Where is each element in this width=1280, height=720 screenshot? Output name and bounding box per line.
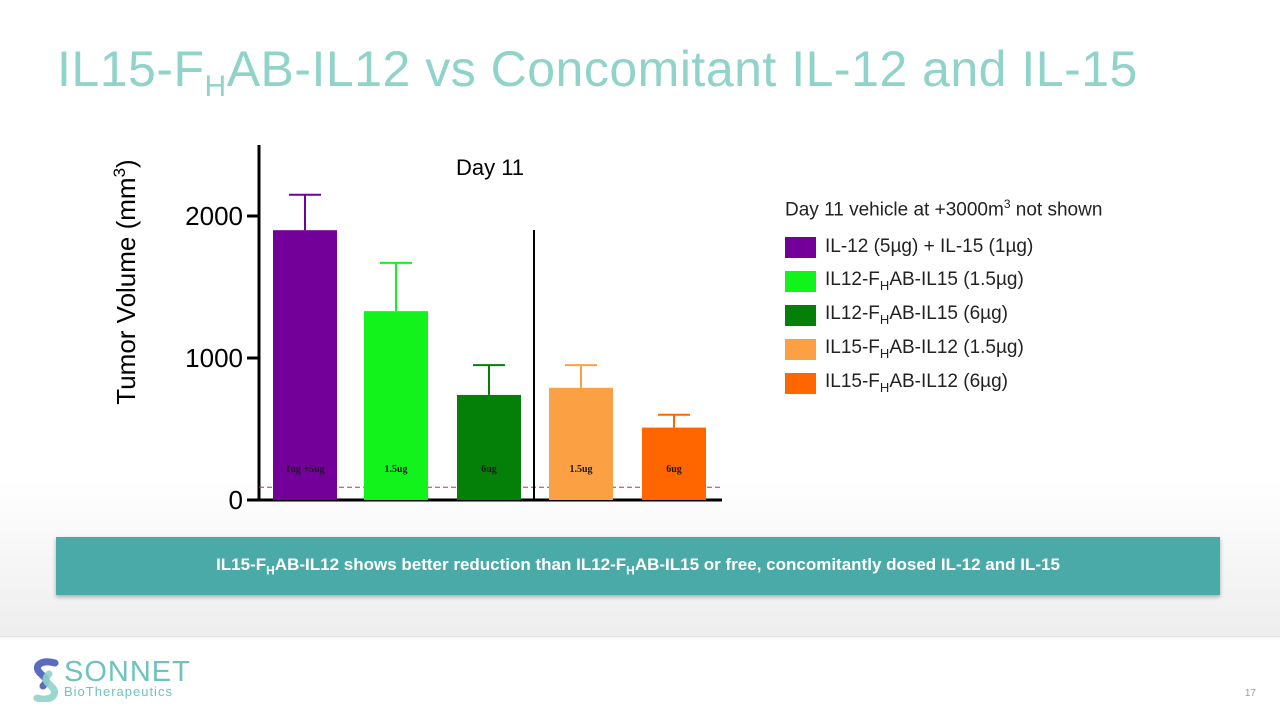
- legend-item: IL12-FHAB-IL15 (6µg): [785, 298, 1102, 332]
- bar-dose-label: 1ug +5ug: [285, 464, 324, 475]
- legend-swatch: [785, 236, 816, 258]
- y-axis-label: Tumor Volume (mm3): [110, 159, 141, 404]
- y-tick-label: 0: [229, 485, 243, 515]
- logo-subtitle: BioTherapeutics: [64, 684, 173, 699]
- slide-title: IL15-FHAB-IL12 vs Concomitant IL-12 and …: [57, 41, 1138, 103]
- company-logo: SONNET BioTherapeutics: [31, 656, 221, 703]
- legend-swatch: [785, 372, 816, 394]
- bar-dose-label: 6ug: [481, 464, 497, 475]
- bar-dose-label: 1.5ug: [384, 464, 407, 475]
- legend-item: IL-12 (5µg) + IL-15 (1µg): [785, 230, 1102, 264]
- legend-label: IL15-FHAB-IL12 (6µg): [825, 371, 1008, 396]
- legend-label: IL12-FHAB-IL15 (6µg): [825, 303, 1008, 328]
- logo-wordmark: SONNET: [64, 656, 191, 688]
- bar: [549, 387, 613, 500]
- bar-dose-label: 1.5ug: [569, 464, 592, 475]
- legend-item: IL15-FHAB-IL12 (1.5µg): [785, 332, 1102, 366]
- bar: [364, 311, 428, 500]
- legend-label: IL15-FHAB-IL12 (1.5µg): [825, 337, 1024, 362]
- footer-divider: [0, 636, 1280, 637]
- chart-legend: Day 11 vehicle at +3000m3 not shown IL-1…: [785, 197, 1102, 400]
- legend-note: Day 11 vehicle at +3000m3 not shown: [785, 197, 1103, 221]
- y-tick-label: 2000: [185, 201, 243, 231]
- legend-label: IL-12 (5µg) + IL-15 (1µg): [825, 236, 1034, 258]
- bar: [273, 230, 337, 500]
- legend-label: IL12-FHAB-IL15 (1.5µg): [825, 269, 1024, 294]
- chart-title: Day 11: [456, 155, 524, 180]
- legend-swatch: [785, 338, 816, 360]
- sonnet-s-logo-icon: [33, 658, 59, 703]
- legend-swatch: [785, 304, 816, 326]
- legend-item: IL12-FHAB-IL15 (1.5µg): [785, 264, 1102, 298]
- page-number: 17: [1244, 688, 1256, 699]
- conclusion-banner: IL15-FHAB-IL12 shows better reduction th…: [56, 537, 1220, 595]
- bar: [457, 394, 521, 500]
- y-tick-label: 1000: [185, 343, 243, 373]
- bar-dose-label: 6ug: [666, 464, 682, 475]
- bar: [642, 427, 706, 500]
- legend-item: IL15-FHAB-IL12 (6µg): [785, 366, 1102, 400]
- legend-swatch: [785, 270, 816, 292]
- banner-text: IL15-FHAB-IL12 shows better reduction th…: [216, 554, 1060, 578]
